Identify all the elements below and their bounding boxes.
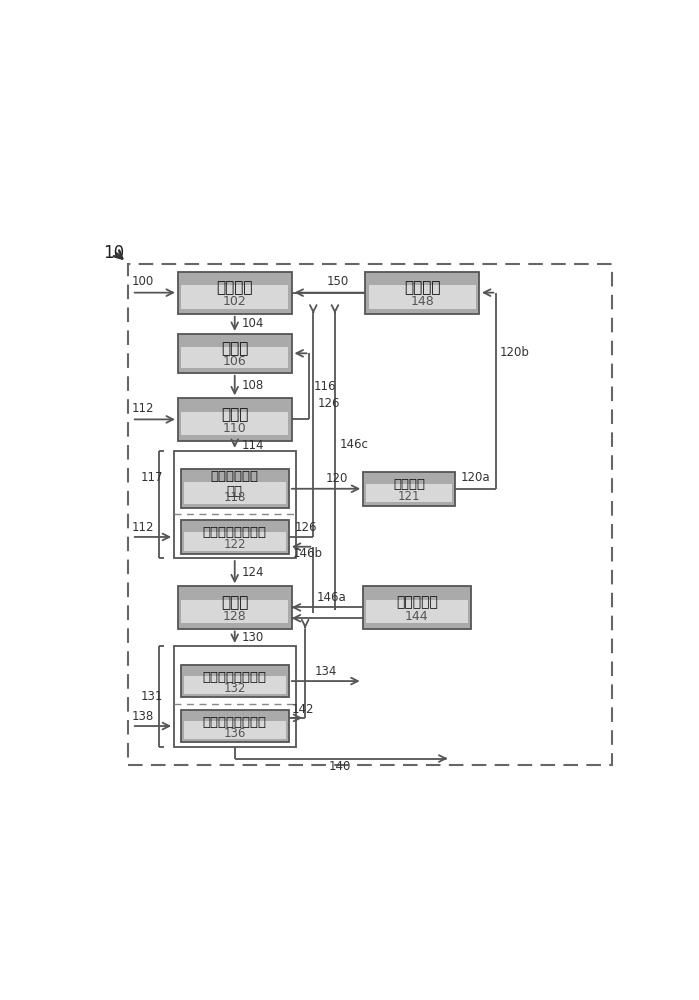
Text: 138: 138 <box>132 710 154 723</box>
Bar <box>180 520 289 554</box>
Bar <box>178 586 291 629</box>
Bar <box>178 398 291 441</box>
Text: 136: 136 <box>224 727 246 740</box>
Bar <box>181 347 289 368</box>
Text: 118: 118 <box>224 491 246 504</box>
Text: 146b: 146b <box>293 547 323 560</box>
Bar <box>184 676 286 694</box>
Bar <box>178 272 291 314</box>
Text: 106: 106 <box>223 355 247 368</box>
Text: 146a: 146a <box>316 591 346 604</box>
Text: 转化罐: 转化罐 <box>221 595 248 610</box>
Text: 140: 140 <box>329 760 351 773</box>
Text: 126: 126 <box>317 397 340 410</box>
Text: 131: 131 <box>140 690 163 703</box>
Text: 10: 10 <box>103 244 124 262</box>
Text: 126: 126 <box>294 521 317 534</box>
Text: 132: 132 <box>224 682 246 695</box>
Text: 117: 117 <box>140 471 163 484</box>
Bar <box>181 600 289 623</box>
Bar <box>181 412 289 435</box>
Bar <box>184 532 286 551</box>
Text: 142: 142 <box>291 703 314 716</box>
Text: 122: 122 <box>224 538 246 551</box>
Text: 104: 104 <box>241 317 264 330</box>
Text: 112: 112 <box>132 521 154 534</box>
Bar <box>174 451 296 558</box>
Text: 124: 124 <box>241 566 264 579</box>
Text: 102: 102 <box>223 295 247 308</box>
Text: 146c: 146c <box>339 438 368 451</box>
Bar <box>366 484 452 502</box>
Bar <box>128 264 612 765</box>
Text: 128: 128 <box>223 610 247 623</box>
Bar <box>180 710 289 742</box>
Text: 矿浆料罐: 矿浆料罐 <box>217 280 253 295</box>
Bar <box>174 646 296 747</box>
Text: 144: 144 <box>405 610 428 623</box>
Bar <box>184 721 286 739</box>
Text: 进料酸罐: 进料酸罐 <box>404 280 440 295</box>
Text: 108: 108 <box>241 379 264 392</box>
Bar <box>181 285 289 309</box>
Text: 148: 148 <box>410 295 434 308</box>
Bar <box>363 586 471 629</box>
Text: 121: 121 <box>398 490 420 503</box>
Bar <box>366 272 479 314</box>
Text: 100: 100 <box>132 275 154 288</box>
Text: 134: 134 <box>315 665 338 678</box>
Text: 半水合物初级
过滤: 半水合物初级 过滤 <box>210 470 259 498</box>
Text: 二水合物初级过滤: 二水合物初级过滤 <box>203 671 267 684</box>
Text: 溶解器: 溶解器 <box>221 341 248 356</box>
Text: 120a: 120a <box>461 471 490 484</box>
Text: 产物酸罐: 产物酸罐 <box>393 478 425 491</box>
Text: 112: 112 <box>132 402 154 415</box>
Text: 116: 116 <box>314 380 336 393</box>
Text: 二水合物冲洗过滤: 二水合物冲洗过滤 <box>203 716 267 729</box>
Text: 半水合物冲洗过滤: 半水合物冲洗过滤 <box>203 526 267 539</box>
Text: 110: 110 <box>223 422 247 435</box>
Text: 120: 120 <box>326 472 348 485</box>
Bar <box>180 469 289 508</box>
Text: 回收溶液罐: 回收溶液罐 <box>396 595 438 609</box>
Text: 130: 130 <box>241 631 264 644</box>
Text: 150: 150 <box>327 275 349 288</box>
Bar <box>363 472 455 506</box>
Text: 120b: 120b <box>500 346 530 359</box>
Bar <box>368 285 476 309</box>
Bar <box>366 600 468 623</box>
Bar <box>184 482 286 504</box>
Text: 结晶器: 结晶器 <box>221 407 248 422</box>
Bar <box>180 665 289 697</box>
Text: 114: 114 <box>241 439 264 452</box>
Bar <box>178 334 291 373</box>
